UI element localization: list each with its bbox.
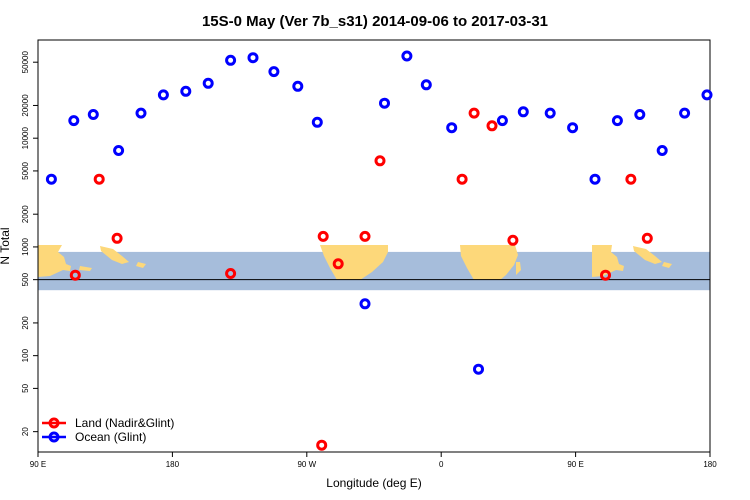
land-point [468, 107, 480, 119]
land-point [332, 258, 344, 270]
madagascar-shape [516, 262, 521, 275]
legend-ocean-label: Ocean (Glint) [75, 430, 146, 444]
ocean-point [679, 107, 691, 119]
y-tick-label: 500 [21, 272, 30, 286]
ocean-point [589, 173, 601, 185]
land-point [93, 173, 105, 185]
y-tick-label: 1000 [21, 237, 30, 255]
south-america-shape [320, 245, 388, 280]
ocean-point [135, 107, 147, 119]
australia-left-shape [38, 245, 71, 277]
legend: Land (Nadir&Glint) Ocean (Glint) [42, 416, 174, 444]
x-tick-label: 90 E [567, 460, 583, 469]
land-point [486, 120, 498, 132]
ocean-point [567, 122, 579, 134]
x-axis: 90 E 180 90 W 0 90 E 180 [30, 452, 717, 469]
land-point [374, 155, 386, 167]
islands-left-shape-2 [136, 262, 146, 268]
land-map [38, 245, 672, 280]
ocean-point [517, 106, 529, 118]
land-point [507, 234, 519, 246]
ocean-point [45, 173, 57, 185]
africa-shape [460, 245, 518, 280]
ocean-point [379, 97, 390, 109]
x-tick-label: 180 [166, 460, 180, 469]
x-tick-label: 0 [439, 460, 444, 469]
ocean-point [446, 122, 458, 134]
islands-right-shape [662, 262, 672, 268]
chart-title: 15S-0 May (Ver 7b_s31) 2014-09-06 to 201… [202, 13, 548, 30]
ocean-point [401, 50, 413, 62]
plot-area [37, 39, 713, 453]
ocean-point [225, 54, 237, 66]
y-tick-label: 100 [21, 348, 30, 362]
ocean-point [180, 85, 192, 97]
y-axis-label: N Total [0, 227, 12, 264]
land-point [456, 173, 468, 185]
land-point [111, 232, 123, 244]
y-axis: 20 50 100 200 500 1000 2000 5000 10000 20000 50000 [21, 51, 38, 436]
ocean-point [113, 145, 125, 156]
ocean-point [701, 89, 713, 101]
y-tick-label: 2000 [21, 205, 30, 223]
ocean-point [473, 363, 484, 375]
y-tick-label: 200 [21, 316, 30, 330]
legend-ocean-marker [48, 431, 60, 443]
ocean-point [268, 66, 280, 78]
x-tick-label: 90 W [297, 460, 316, 469]
new-guinea-right-shape [633, 246, 662, 264]
land-point [641, 232, 653, 244]
land-point [359, 230, 371, 242]
legend-land-label: Land (Nadir&Glint) [75, 416, 174, 430]
ocean-point [311, 116, 323, 128]
y-tick-label: 20 [21, 427, 30, 436]
ocean-point [359, 298, 371, 310]
ocean-point [634, 109, 646, 120]
x-tick-label: 180 [703, 460, 717, 469]
x-axis-label: Longitude (deg E) [326, 476, 421, 490]
ocean-point [611, 115, 623, 127]
y-tick-label: 5000 [21, 161, 30, 179]
new-guinea-left-shape [100, 246, 129, 264]
y-tick-label: 20000 [21, 94, 30, 117]
land-point [69, 269, 81, 281]
y-tick-label: 10000 [21, 127, 30, 150]
y-tick-label: 50000 [21, 51, 30, 74]
legend-land-marker [48, 417, 60, 429]
ocean-point [87, 109, 99, 120]
data-points [45, 50, 713, 451]
ocean-point [420, 79, 432, 91]
land-point [316, 439, 328, 451]
ocean-point [544, 107, 556, 119]
ocean-point [202, 77, 214, 89]
ocean-point [247, 52, 259, 64]
plot-frame [37, 39, 711, 453]
ocean-point [157, 89, 169, 101]
ocean-point [292, 80, 304, 92]
islands-left-shape [79, 266, 92, 271]
ocean-point [496, 115, 508, 127]
australia-right-shape [592, 245, 624, 277]
y-tick-label: 50 [21, 383, 30, 392]
x-tick-label: 90 E [30, 460, 46, 469]
land-point [600, 269, 611, 281]
ocean-point [656, 145, 668, 156]
land-point [625, 173, 637, 185]
land-point [317, 230, 329, 242]
ocean-point [68, 115, 80, 127]
land-point [225, 268, 237, 279]
